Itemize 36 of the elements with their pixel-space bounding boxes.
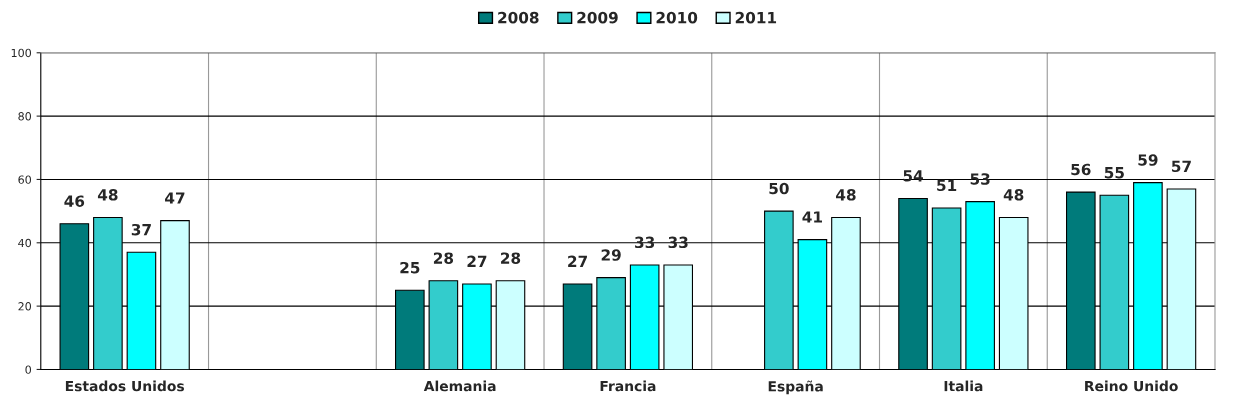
data-label: 25 (400, 261, 420, 274)
data-label: 57 (1171, 160, 1191, 173)
data-label: 48 (1003, 189, 1024, 201)
y-tick-label: 20 (18, 302, 32, 311)
data-label: 47 (165, 192, 185, 204)
data-label: 27 (568, 255, 587, 267)
y-tick-label: 100 (11, 48, 32, 58)
y-tick-label: 0 (25, 365, 32, 374)
x-tick-label: Reino Unido (1085, 380, 1178, 392)
data-label: 48 (836, 189, 856, 201)
x-tick-label: Alemania (423, 380, 496, 392)
data-label: 28 (501, 252, 521, 264)
x-tick-label: Italia (944, 380, 983, 392)
data-label: 48 (97, 189, 118, 201)
data-label: 51 (937, 179, 957, 192)
data-label: 37 (131, 223, 151, 236)
x-tick-label: España (768, 380, 823, 395)
data-label: 29 (601, 249, 621, 261)
data-label: 59 (1138, 154, 1158, 166)
data-label: 56 (1071, 163, 1091, 176)
legend-label: 2008 (498, 11, 539, 24)
data-label: 27 (467, 255, 487, 267)
legend-label: 2010 (656, 11, 698, 24)
y-tick-label: 60 (18, 175, 32, 184)
data-label: 41 (802, 211, 822, 223)
data-label: 55 (1104, 167, 1124, 179)
data-label: 28 (433, 252, 454, 264)
data-label: 50 (769, 182, 789, 195)
legend-label: 2009 (577, 11, 618, 24)
x-tick-label: Francia (600, 380, 656, 392)
x-tick-label: Estados Unidos (65, 380, 185, 392)
data-label: 54 (903, 170, 923, 182)
data-label: 46 (64, 195, 85, 207)
y-tick-label: 80 (18, 112, 32, 121)
y-tick-label: 40 (18, 238, 32, 248)
legend-label: 2011 (735, 11, 777, 24)
